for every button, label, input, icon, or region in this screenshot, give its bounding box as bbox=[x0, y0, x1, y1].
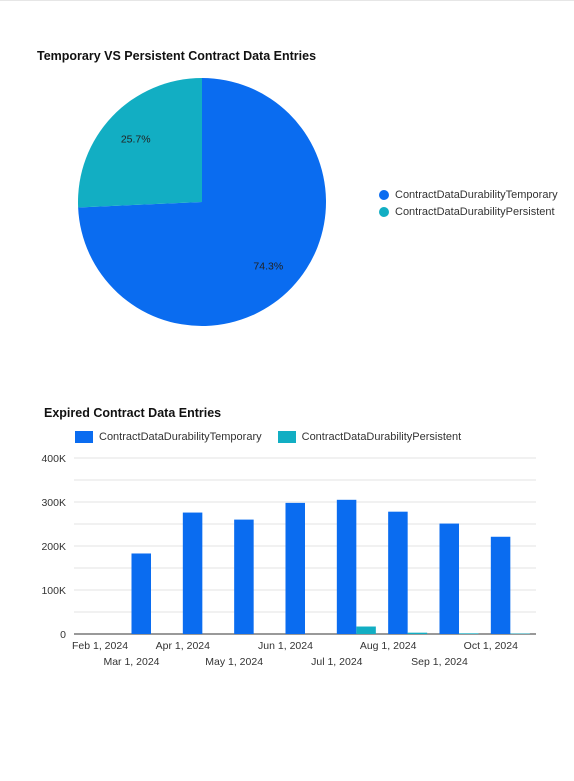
legend-swatch-icon bbox=[75, 431, 93, 443]
x-tick-label: Aug 1, 2024 bbox=[360, 640, 417, 652]
bar-chart: 0 100K 200K 300K 400K Feb 1, 2024 Apr 1, 2024 J… bbox=[41, 453, 536, 668]
pie-slice-persistent bbox=[78, 78, 202, 208]
bar-temporary bbox=[336, 499, 357, 634]
bar-persistent bbox=[407, 632, 428, 634]
bar-temporary bbox=[439, 523, 459, 634]
bar-temporary bbox=[182, 512, 203, 634]
top-divider bbox=[0, 0, 574, 1]
y-tick-label: 100K bbox=[41, 585, 66, 597]
legend-label: ContractDataDurabilityTemporary bbox=[395, 188, 558, 201]
bar-temporary bbox=[285, 502, 305, 634]
pie-legend: ContractDataDurabilityTemporary Contract… bbox=[379, 186, 558, 220]
y-tick-label: 300K bbox=[41, 497, 66, 509]
pie-legend-item-persistent[interactable]: ContractDataDurabilityPersistent bbox=[379, 203, 558, 220]
y-tick-label: 400K bbox=[41, 453, 66, 465]
legend-dot-icon bbox=[379, 189, 389, 200]
legend-label: ContractDataDurabilityPersistent bbox=[395, 205, 555, 218]
bar-legend-item-temporary[interactable]: ContractDataDurabilityTemporary bbox=[75, 431, 262, 443]
bar-temporary bbox=[490, 536, 511, 634]
bar-temporary bbox=[234, 519, 254, 634]
x-tick-label: Mar 1, 2024 bbox=[103, 656, 159, 668]
pie-slice-temporary bbox=[78, 78, 326, 326]
x-tick-label: Feb 1, 2024 bbox=[72, 640, 128, 652]
bar-persistent bbox=[356, 626, 376, 634]
legend-label: ContractDataDurabilityPersistent bbox=[301, 431, 462, 443]
pie-slice-label: 74.3% bbox=[253, 260, 283, 272]
bar-temporary bbox=[131, 553, 151, 634]
x-tick-label: Apr 1, 2024 bbox=[156, 640, 210, 652]
legend-swatch-icon bbox=[277, 431, 296, 443]
legend-dot-icon bbox=[379, 206, 389, 217]
bar-legend-item-persistent[interactable]: ContractDataDurabilityPersistent bbox=[277, 431, 462, 443]
bar-chart-title: Expired Contract Data Entries bbox=[44, 406, 222, 420]
y-tick-label: 200K bbox=[41, 541, 66, 553]
pie-legend-item-temporary[interactable]: ContractDataDurabilityTemporary bbox=[379, 186, 558, 203]
pie-chart-title: Temporary VS Persistent Contract Data En… bbox=[37, 49, 317, 63]
legend-label: ContractDataDurabilityTemporary bbox=[99, 431, 262, 443]
x-tick-label: Jul 1, 2024 bbox=[311, 656, 363, 668]
pie-slice-label: 25.7% bbox=[121, 134, 151, 146]
x-tick-label: Sep 1, 2024 bbox=[411, 656, 468, 668]
x-tick-label: May 1, 2024 bbox=[205, 656, 263, 668]
bar-persistent bbox=[459, 633, 479, 634]
pie-chart: 74.3% 25.7% bbox=[78, 78, 326, 326]
bar-legend: ContractDataDurabilityTemporary Contract… bbox=[75, 431, 477, 443]
x-tick-label: Jun 1, 2024 bbox=[258, 640, 313, 652]
bar-temporary bbox=[388, 511, 408, 634]
x-tick-label: Oct 1, 2024 bbox=[464, 640, 518, 652]
y-tick-label: 0 bbox=[60, 629, 66, 641]
